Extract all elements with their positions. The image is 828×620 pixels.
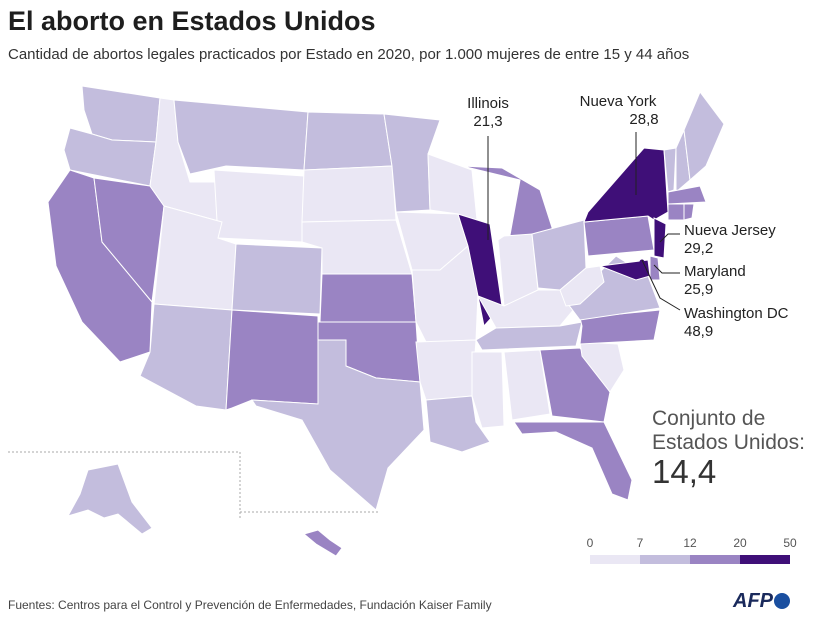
- state-florida: [513, 421, 633, 501]
- state-west-virginia: [559, 265, 605, 307]
- new-jersey-label: Nueva Jersey: [684, 222, 776, 239]
- state-south-dakota: [301, 165, 397, 223]
- alaska-inset-frame: [8, 451, 241, 520]
- state-new-york: [583, 147, 669, 223]
- illinois-value: 21,3: [473, 113, 502, 130]
- afp-dot-icon: [774, 593, 790, 609]
- state-north-dakota: [303, 111, 393, 171]
- states-layer: [47, 85, 725, 557]
- color-legend: 0 7 12 20 50: [586, 536, 797, 566]
- state-south-carolina: [579, 341, 625, 393]
- page-title: El aborto en Estados Unidos: [8, 6, 376, 36]
- page-subtitle: Cantidad de abortos legales practicados …: [8, 46, 690, 63]
- state-new-jersey: [653, 217, 667, 259]
- state-kansas: [319, 273, 417, 323]
- state-pennsylvania: [583, 215, 655, 257]
- state-maine: [683, 91, 725, 182]
- national-label: Conjunto de Estados Unidos:: [652, 407, 805, 454]
- legend-tick-50: 50: [783, 536, 797, 550]
- legend-bin-1: [640, 555, 690, 564]
- state-montana: [173, 99, 309, 175]
- afp-logo: AFP: [733, 590, 790, 616]
- state-washington: [81, 85, 161, 143]
- new-york-value: 28,8: [629, 111, 658, 128]
- national-value: 14,4: [652, 453, 717, 490]
- state-wyoming: [213, 169, 305, 243]
- legend-bin-3: [740, 555, 790, 564]
- state-rhode-island: [683, 203, 695, 221]
- state-alabama: [503, 349, 551, 421]
- state-mississippi: [471, 351, 505, 429]
- legend-tick-20: 20: [733, 536, 747, 550]
- illinois-label: Illinois: [467, 95, 509, 112]
- dc-value: 48,9: [684, 323, 713, 340]
- dc-label: Washington DC: [684, 305, 789, 322]
- state-arkansas: [415, 339, 477, 401]
- state-missouri: [411, 245, 479, 343]
- state-connecticut: [667, 203, 685, 221]
- state-nevada: [93, 177, 165, 304]
- state-north-carolina: [579, 309, 661, 345]
- state-delaware: [649, 255, 661, 281]
- state-california: [47, 169, 153, 363]
- maryland-value: 25,9: [684, 281, 713, 298]
- legend-bin-2: [690, 555, 740, 564]
- us-map: Illinois 21,3 Nueva York 28,8 Nueva Jers…: [8, 85, 789, 557]
- dc-leader: [641, 259, 681, 311]
- state-alaska: [66, 463, 153, 535]
- state-colorado: [231, 243, 323, 315]
- state-arizona: [139, 303, 233, 411]
- new-york-label: Nueva York: [580, 93, 657, 110]
- legend-tick-0: 0: [586, 536, 594, 550]
- maryland-leader: [653, 264, 680, 274]
- maryland-label: Maryland: [684, 263, 746, 280]
- state-new-mexico: [225, 309, 319, 411]
- legend-tick-7: 7: [636, 536, 644, 550]
- state-vermont: [663, 147, 677, 193]
- new-jersey-leader: [659, 233, 680, 243]
- legend-bin-0: [590, 555, 640, 564]
- new-jersey-value: 29,2: [684, 240, 713, 257]
- source-note: Fuentes: Centros para el Control y Preve…: [8, 598, 492, 612]
- state-hawaii: [302, 529, 343, 557]
- state-texas: [251, 339, 425, 511]
- state-massachusetts: [667, 185, 707, 205]
- legend-tick-12: 12: [683, 536, 697, 550]
